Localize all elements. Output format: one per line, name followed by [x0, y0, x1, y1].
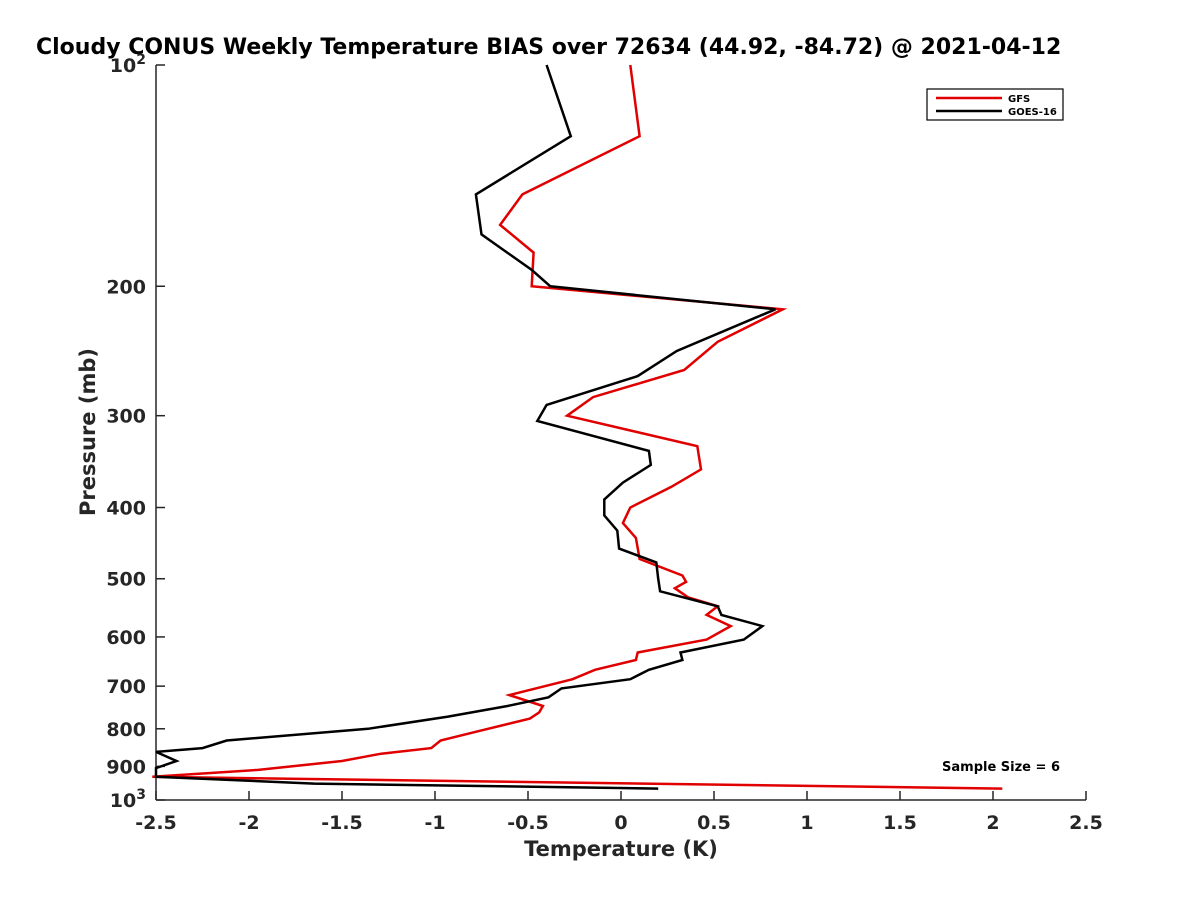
x-tick-label: -2: [238, 812, 259, 834]
x-ticks: -2.5 -2 -1.5 -1 -0.5 0 0.5 1 1.5 2 2.5: [135, 791, 1103, 834]
x-tick-label: 1: [800, 812, 813, 834]
legend-label: GFS: [1008, 94, 1030, 105]
y-tick-label: 400: [106, 498, 146, 520]
y-tick-label: 900: [106, 756, 146, 778]
x-axis-label: Temperature (K): [524, 837, 718, 861]
y-tick-label: 800: [106, 719, 146, 741]
x-tick-label: 2.5: [1069, 812, 1103, 834]
y-tick-label: 200: [106, 276, 146, 298]
x-tick-label: 0: [614, 812, 627, 834]
x-tick-label: -1: [424, 812, 445, 834]
legend-box: [926, 88, 1064, 121]
chart-title: Cloudy CONUS Weekly Temperature BIAS ove…: [36, 35, 1061, 60]
y-axis-label: Pressure (mb): [76, 348, 100, 516]
x-tick-label: -1.5: [321, 812, 363, 834]
plot-area: [155, 65, 1086, 801]
x-tick-label: 0.5: [697, 812, 731, 834]
y-ticks: 200 300 400 500 600 700 800 900 102 103: [106, 52, 165, 812]
y-tick-label: 300: [106, 406, 146, 428]
y-tick-label: 600: [106, 627, 146, 649]
sample-size-annotation: Sample Size = 6: [942, 760, 1060, 775]
x-tick-label: 1.5: [883, 812, 917, 834]
y-tick-label: 700: [106, 676, 146, 698]
series-line-goes-16: [154, 64, 776, 790]
legend: GFS GOES-16: [926, 88, 1064, 121]
y-tick-label-max: 103: [110, 787, 146, 812]
y-tick-label-min: 102: [110, 52, 146, 77]
series-line-gfs: [152, 64, 1003, 790]
x-tick-label: 2: [986, 812, 999, 834]
legend-label: GOES-16: [1008, 107, 1057, 118]
series-layer: [152, 64, 1003, 790]
y-tick-label: 500: [106, 569, 146, 591]
x-tick-label: -2.5: [135, 812, 177, 834]
x-tick-label: -0.5: [507, 812, 549, 834]
